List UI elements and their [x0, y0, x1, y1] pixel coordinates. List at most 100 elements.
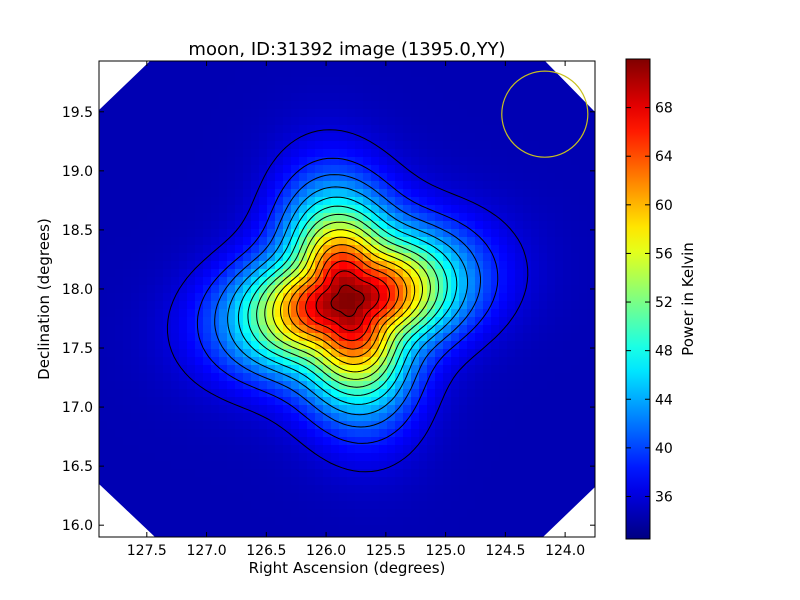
heatmap-cell: [539, 405, 548, 414]
heatmap-cell: [427, 421, 436, 430]
contour-line: [264, 221, 431, 380]
heatmap-cell: [363, 437, 372, 446]
heatmap-cell: [171, 157, 180, 166]
heatmap-cell: [227, 301, 236, 310]
heatmap-cell: [227, 445, 236, 454]
heatmap-cell: [283, 405, 292, 414]
heatmap-cell: [195, 405, 204, 414]
heatmap-cell: [467, 421, 476, 430]
heatmap-cell: [435, 237, 444, 246]
heatmap-cell: [563, 477, 572, 486]
heatmap-cell: [451, 477, 460, 486]
heatmap-cell: [411, 389, 420, 398]
heatmap-cell: [115, 357, 124, 366]
contour-lines: [166, 129, 529, 473]
heatmap-cell: [563, 181, 572, 190]
heatmap-cell: [267, 389, 276, 398]
heatmap-cell: [123, 349, 132, 358]
heatmap-cell: [259, 421, 268, 430]
heatmap-cell: [387, 525, 396, 534]
heatmap-cell: [243, 197, 252, 206]
heatmap-cell: [139, 429, 148, 438]
heatmap-cell: [459, 269, 468, 278]
heatmap-cell: [371, 277, 380, 286]
heatmap-cell: [459, 197, 468, 206]
heatmap-cell: [579, 133, 588, 142]
heatmap-cell: [171, 109, 180, 118]
heatmap-cell: [251, 253, 260, 262]
heatmap-cell: [171, 301, 180, 310]
heatmap-cell: [299, 85, 308, 94]
heatmap-cell: [163, 133, 172, 142]
heatmap-cell: [363, 341, 372, 350]
heatmap-cell: [99, 461, 108, 470]
heatmap-cell: [339, 101, 348, 110]
heatmap-cell: [403, 501, 412, 510]
heatmap-cell: [291, 357, 300, 366]
heatmap-cell: [411, 317, 420, 326]
heatmap-cell: [571, 221, 580, 230]
heatmap-cell: [427, 533, 436, 537]
heatmap-cell: [475, 445, 484, 454]
heatmap-cell: [171, 453, 180, 462]
heatmap-cell: [355, 365, 364, 374]
heatmap-cell: [395, 237, 404, 246]
heatmap-cell: [515, 285, 524, 294]
heatmap-cell: [363, 109, 372, 118]
heatmap-cell: [355, 61, 364, 70]
heatmap-cell: [267, 229, 276, 238]
heatmap-cell: [443, 437, 452, 446]
heatmap-cell: [451, 381, 460, 390]
heatmap-cell: [323, 421, 332, 430]
heatmap-cell: [483, 149, 492, 158]
heatmap-cell: [259, 85, 268, 94]
heatmap-cell: [155, 141, 164, 150]
heatmap-cell: [587, 365, 595, 374]
heatmap-cell: [467, 101, 476, 110]
heatmap-cell: [291, 181, 300, 190]
heatmap-cell: [427, 301, 436, 310]
heatmap-cell: [379, 525, 388, 534]
heatmap-cell: [339, 293, 348, 302]
heatmap-cell: [339, 261, 348, 270]
heatmap-cell: [179, 373, 188, 382]
heatmap-cell: [275, 189, 284, 198]
colorbar-tick-label: 52: [655, 295, 673, 311]
heatmap-cell: [443, 133, 452, 142]
heatmap-cell: [275, 293, 284, 302]
heatmap-cell: [315, 181, 324, 190]
heatmap-cell: [155, 261, 164, 270]
heatmap-cell: [419, 77, 428, 86]
heatmap-cell: [563, 157, 572, 166]
heatmap-cell: [195, 469, 204, 478]
heatmap-cell: [107, 133, 116, 142]
heatmap-cell: [491, 485, 500, 494]
heatmap-cell: [259, 181, 268, 190]
heatmap-cell: [491, 269, 500, 278]
heatmap-cell: [571, 493, 580, 502]
heatmap-cell: [331, 397, 340, 406]
heatmap-cell: [387, 397, 396, 406]
heatmap-cell: [395, 333, 404, 342]
heatmap-cell: [187, 125, 196, 134]
heatmap-cell: [331, 325, 340, 334]
heatmap-cell: [419, 293, 428, 302]
heatmap-cell: [179, 69, 188, 78]
heatmap-cell: [395, 245, 404, 254]
heatmap-cell: [419, 117, 428, 126]
heatmap-cell: [171, 397, 180, 406]
heatmap-cell: [371, 365, 380, 374]
heatmap-cell: [499, 245, 508, 254]
heatmap-cell: [403, 293, 412, 302]
heatmap-cell: [555, 205, 564, 214]
heatmap-cell: [443, 429, 452, 438]
heatmap-cell: [219, 421, 228, 430]
heatmap-cell: [531, 325, 540, 334]
heatmap-cell: [475, 309, 484, 318]
heatmap-cell: [515, 157, 524, 166]
heatmap-cell: [99, 157, 108, 166]
heatmap-cell: [211, 445, 220, 454]
heatmap-cell: [195, 413, 204, 422]
heatmap-cell: [387, 301, 396, 310]
heatmap-cell: [99, 197, 108, 206]
